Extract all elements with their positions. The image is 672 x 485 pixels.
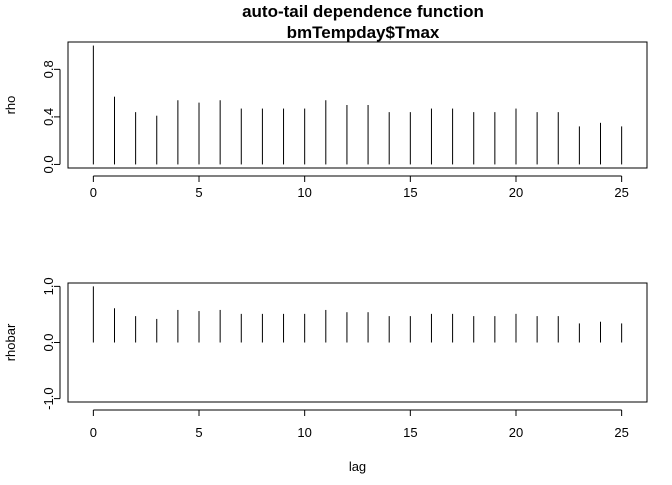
x-tick-label: 10 <box>297 185 311 200</box>
y-tick-label: 0.8 <box>41 60 56 78</box>
x-axis-label: lag <box>349 459 366 474</box>
y-axis-label: rho <box>3 96 18 115</box>
chart-title: auto-tail dependence function <box>242 2 484 21</box>
y-tick-label: 0.4 <box>41 108 56 126</box>
chart-subtitle: bmTempday$Tmax <box>287 23 440 42</box>
x-tick-label: 5 <box>195 425 202 440</box>
x-tick-label: 20 <box>509 425 523 440</box>
x-tick-label: 5 <box>195 185 202 200</box>
y-tick-label: 0.0 <box>41 155 56 173</box>
x-tick-label: 10 <box>297 425 311 440</box>
y-tick-label: 1.0 <box>41 277 56 295</box>
y-tick-label: -1.0 <box>41 387 56 409</box>
top-panel: 0 5 10 15 20 25 0.0 0.4 0.8 rho <box>3 41 648 200</box>
plot-frame <box>67 41 648 169</box>
x-tick-label: 0 <box>90 185 97 200</box>
x-tick-label: 15 <box>403 185 417 200</box>
bottom-panel: 0 5 10 15 20 25 -1.0 0.0 1.0 rhobar lag <box>3 277 648 474</box>
x-tick-label: 15 <box>403 425 417 440</box>
x-tick-label: 25 <box>614 185 628 200</box>
x-tick-label: 20 <box>509 185 523 200</box>
plot-frame <box>67 282 648 403</box>
x-tick-label: 0 <box>90 425 97 440</box>
y-tick-label: 0.0 <box>41 333 56 351</box>
x-tick-label: 25 <box>614 425 628 440</box>
y-axis-label: rhobar <box>3 323 18 361</box>
